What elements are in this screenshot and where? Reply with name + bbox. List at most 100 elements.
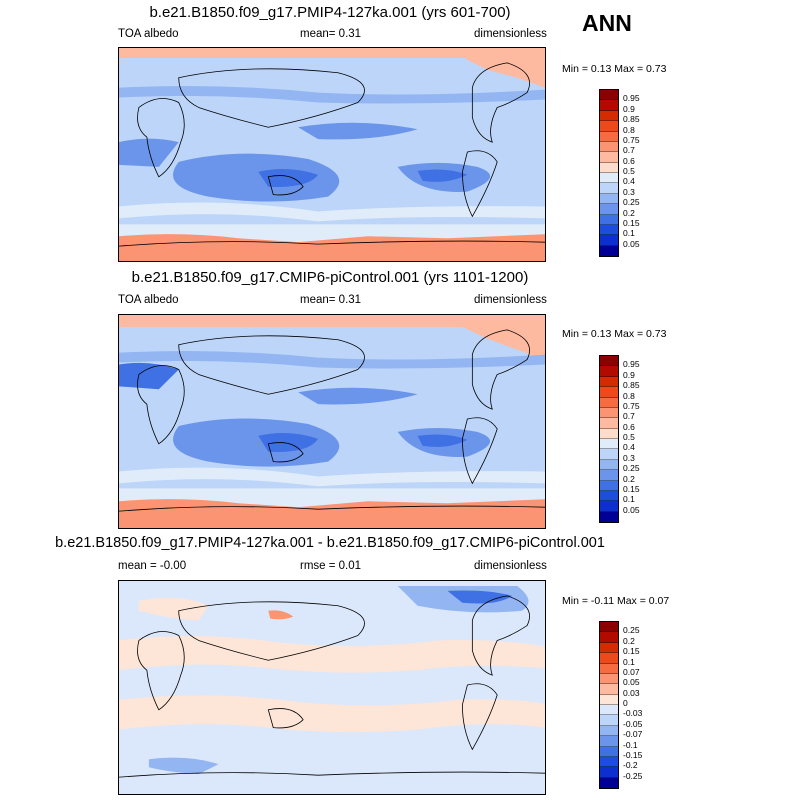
season-label: ANN	[582, 10, 632, 36]
colorbar-swatch	[600, 490, 618, 502]
panel-1-mean-label: mean= 0.31	[300, 28, 362, 40]
panel-1-colorbar-ticks: 0.95 0.9 0.85 0.8 0.75 0.7 0.6 0.5 0.4 0.3 0.25 0.2…	[623, 89, 663, 257]
colorbar-tick-label: 0.1	[623, 656, 635, 667]
colorbar-tick-label: 0.1	[623, 228, 635, 239]
colorbar-tick-label: 0.5	[623, 432, 635, 442]
panel-3-map	[118, 580, 546, 795]
colorbar-tick-label: 0.5	[623, 166, 635, 176]
colorbar-tick-label: 0.75	[623, 134, 640, 145]
panel-3-units-label: dimensionless	[474, 560, 547, 572]
colorbar-tick-label: 0.95	[623, 93, 640, 104]
panel-2-colorbar-ticks: 0.95 0.9 0.85 0.8 0.75 0.7 0.6 0.5 0.4 0.3 0.25 0.2…	[623, 355, 663, 523]
panel-2-units-label: dimensionless	[474, 294, 547, 306]
colorbar-tick-label: 0.07	[623, 666, 640, 677]
colorbar-swatch	[600, 407, 618, 419]
colorbar-tick-label: 0.05	[623, 504, 640, 515]
panel-1-units-label: dimensionless	[474, 28, 547, 40]
colorbar-swatch	[600, 459, 618, 471]
colorbar-swatch	[600, 767, 618, 778]
colorbar-tick-label: 0	[623, 698, 628, 708]
colorbar-swatch	[600, 501, 618, 512]
colorbar-swatch	[600, 397, 618, 408]
colorbar-swatch	[600, 214, 618, 225]
colorbar-tick-label: -0.25	[623, 770, 643, 781]
colorbar-tick-label: 0.6	[623, 155, 635, 166]
panel-2-map	[118, 314, 546, 529]
colorbar-swatch	[600, 121, 618, 132]
colorbar-swatch	[600, 224, 618, 236]
colorbar-tick-label: 0.85	[623, 114, 640, 125]
colorbar-tick-label: 0.1	[623, 494, 635, 505]
panel-3-mean-label: mean = -0.00	[118, 560, 187, 572]
panel-3-minmax: Min = -0.11 Max = 0.07	[562, 595, 670, 607]
panel-3-colorbar-ticks: 0.25 0.2 0.15 0.1 0.07 0.05 0.03 0 -0.03 -0.05 -0.…	[623, 621, 663, 789]
colorbar-swatch	[600, 141, 618, 153]
colorbar-tick-label: 0.25	[623, 463, 640, 474]
colorbar-swatch	[600, 356, 618, 367]
panel-1-title: b.e21.B1850.f09_g17.PMIP4-127ka.001 (yrs…	[149, 4, 511, 21]
colorbar-swatch	[600, 183, 618, 194]
colorbar-tick-label: 0.4	[623, 176, 635, 187]
colorbar-tick-label: 0.2	[623, 207, 635, 218]
colorbar-tick-label: 0.3	[623, 186, 635, 197]
colorbar-tick-label: -0.1	[623, 739, 638, 750]
colorbar-swatch	[600, 366, 618, 377]
colorbar-swatch	[600, 632, 618, 643]
colorbar-swatch	[600, 173, 618, 184]
colorbar-tick-label: 0.25	[623, 197, 640, 208]
colorbar-tick-label: 0.05	[623, 677, 640, 688]
colorbar-tick-label: 0.2	[623, 473, 635, 484]
colorbar-swatch	[600, 470, 618, 481]
colorbar-swatch	[600, 756, 618, 768]
colorbar-tick-label: 0.2	[623, 635, 635, 646]
colorbar-tick-label: 0.15	[623, 217, 640, 228]
colorbar-swatch	[600, 162, 618, 173]
colorbar-swatch	[600, 777, 618, 788]
colorbar-swatch	[600, 694, 618, 705]
panel-1-map	[118, 47, 546, 262]
colorbar-swatch	[600, 245, 618, 256]
colorbar-swatch	[600, 736, 618, 747]
colorbar-swatch	[600, 642, 618, 654]
colorbar-tick-label: 0.85	[623, 380, 640, 391]
colorbar-swatch	[600, 684, 618, 695]
panel-1-colorbar	[599, 89, 619, 257]
colorbar-swatch	[600, 418, 618, 429]
panel-3-rmse-label: rmse = 0.01	[300, 560, 362, 572]
colorbar-swatch	[600, 131, 618, 142]
panel-2-mean-label: mean= 0.31	[300, 294, 362, 306]
colorbar-tick-label: -0.2	[623, 760, 638, 771]
colorbar-swatch	[600, 193, 618, 205]
colorbar-tick-label: 0.75	[623, 400, 640, 411]
panel-2-colorbar	[599, 355, 619, 523]
colorbar-swatch	[600, 511, 618, 522]
panel-2-minmax: Min = 0.13 Max = 0.73	[562, 328, 667, 340]
colorbar-tick-label: 0.8	[623, 390, 635, 401]
colorbar-swatch	[600, 387, 618, 398]
colorbar-tick-label: 0.95	[623, 359, 640, 370]
colorbar-swatch	[600, 663, 618, 674]
colorbar-tick-label: 0.03	[623, 687, 640, 698]
colorbar-swatch	[600, 235, 618, 246]
colorbar-swatch	[600, 204, 618, 215]
colorbar-swatch	[600, 622, 618, 633]
colorbar-tick-label: 0.9	[623, 369, 635, 380]
colorbar-swatch	[600, 110, 618, 122]
panel-3-title: b.e21.B1850.f09_g17.PMIP4-127ka.001 - b.…	[55, 535, 605, 551]
colorbar-tick-label: 0.7	[623, 145, 635, 156]
colorbar-swatch	[600, 100, 618, 111]
colorbar-swatch	[600, 653, 618, 664]
panel-3-colorbar	[599, 621, 619, 789]
colorbar-tick-label: 0.4	[623, 442, 635, 453]
panel-2-title: b.e21.B1850.f09_g17.CMIP6-piControl.001 …	[131, 269, 529, 286]
colorbar-swatch	[600, 746, 618, 757]
colorbar-tick-label: -0.07	[623, 729, 643, 740]
colorbar-tick-label: 0.05	[623, 238, 640, 249]
colorbar-tick-label: -0.05	[623, 718, 643, 729]
colorbar-tick-label: -0.03	[623, 708, 643, 719]
colorbar-swatch	[600, 673, 618, 685]
colorbar-swatch	[600, 428, 618, 439]
colorbar-tick-label: 0.3	[623, 452, 635, 463]
colorbar-swatch	[600, 705, 618, 716]
colorbar-tick-label: 0.6	[623, 421, 635, 432]
